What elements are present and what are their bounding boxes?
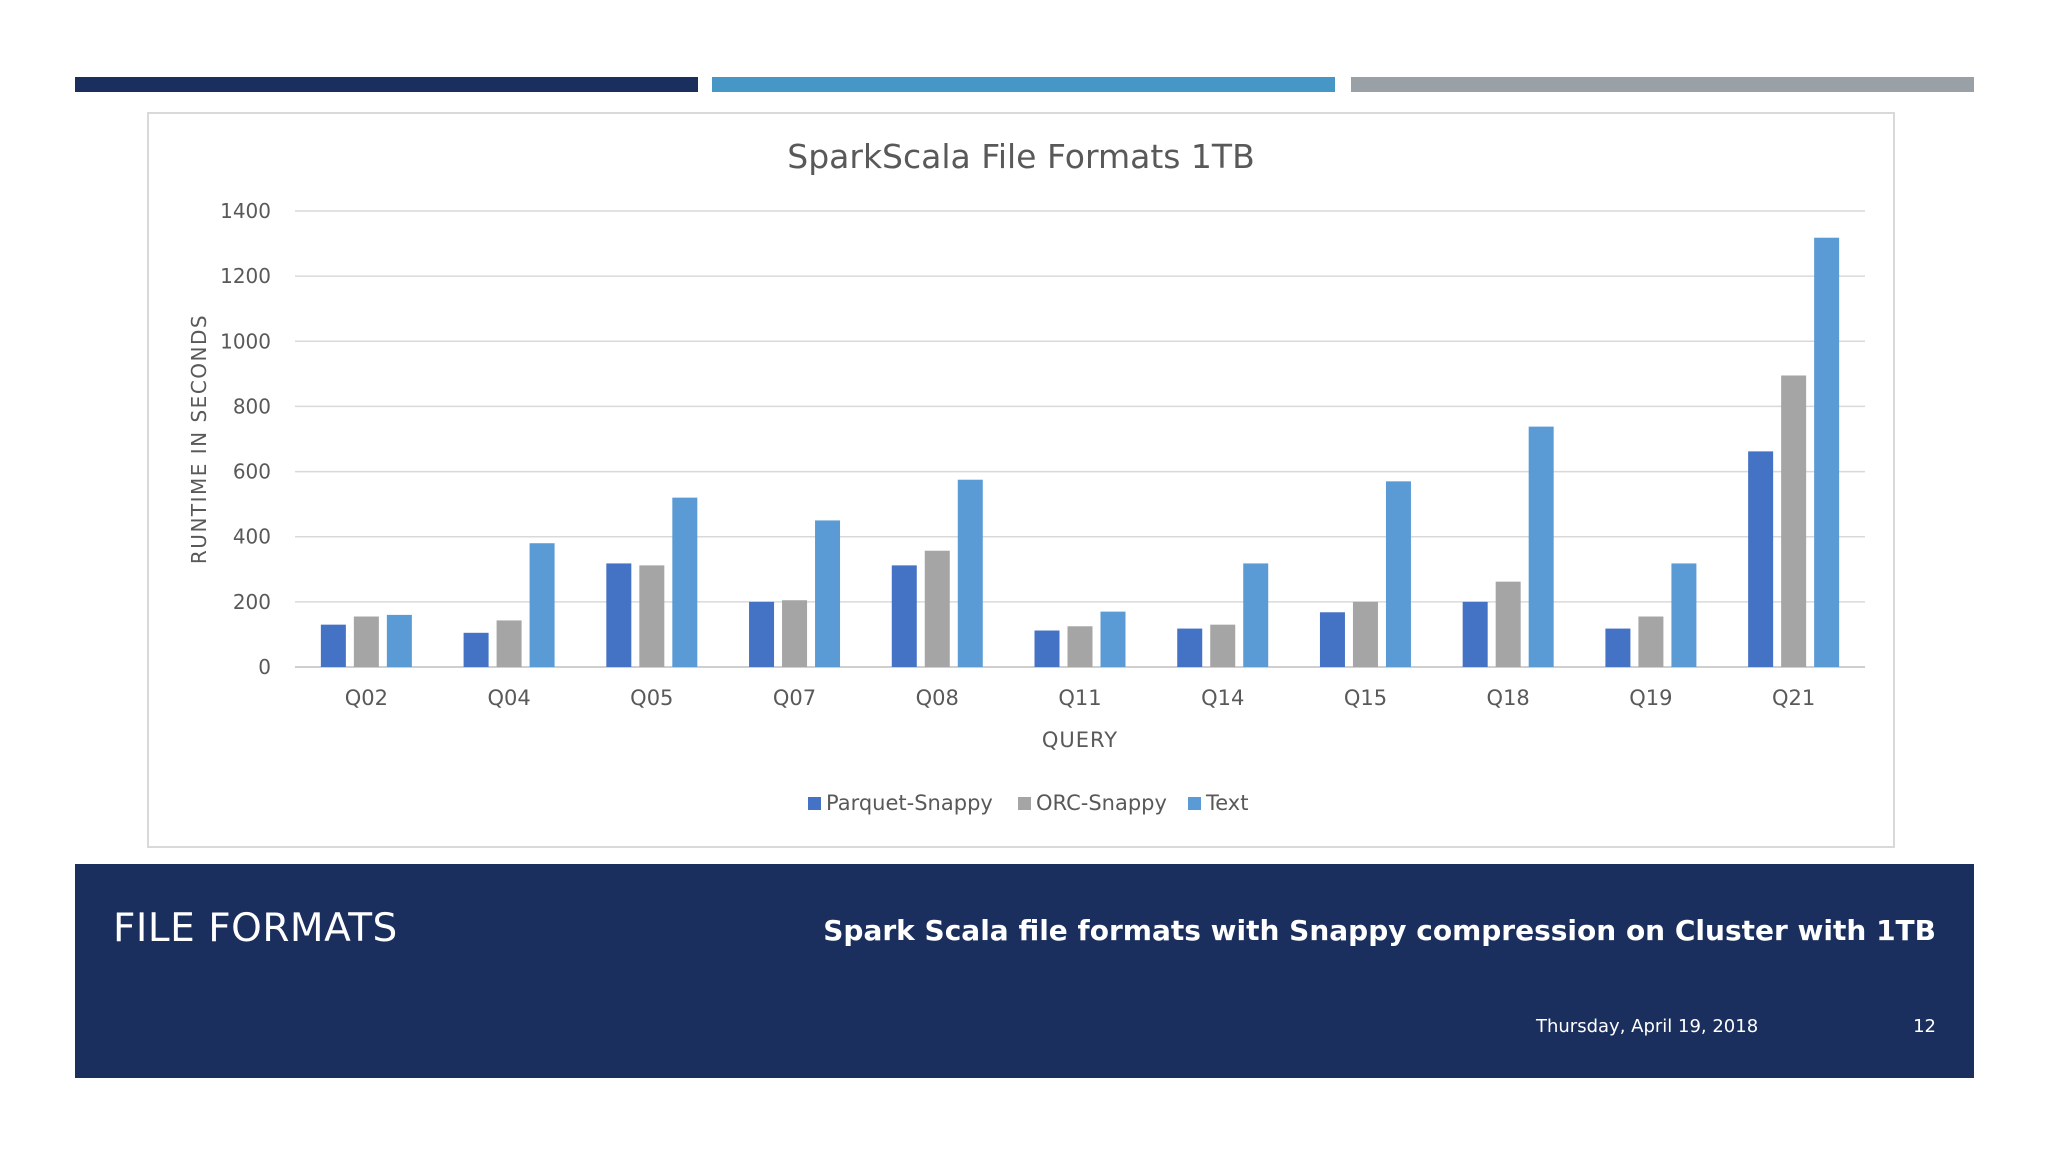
bar-orc-snappy-q04 — [496, 620, 522, 667]
bar-parquet-snappy-q19 — [1605, 628, 1631, 667]
bar-orc-snappy-q08 — [924, 550, 950, 667]
bar-text-q15 — [1385, 481, 1411, 667]
bar-parquet-snappy-q15 — [1319, 612, 1345, 667]
bar-orc-snappy-q14 — [1210, 624, 1236, 667]
bar-text-q07 — [815, 520, 841, 667]
page-number: 12 — [1913, 1016, 1936, 1037]
chart-frame — [147, 112, 1895, 848]
bar-text-q08 — [957, 479, 983, 667]
slide-date: Thursday, April 19, 2018 — [1536, 1016, 1759, 1037]
slide-title: FILE FORMATS — [113, 906, 398, 951]
bar-parquet-snappy-q05 — [606, 563, 632, 667]
bar-orc-snappy-q07 — [782, 600, 808, 667]
bar-orc-snappy-q18 — [1495, 581, 1521, 667]
y-tick-label: 1400 — [220, 199, 271, 223]
bar-orc-snappy-q19 — [1638, 616, 1664, 667]
x-tick-label: Q08 — [916, 686, 959, 710]
bar-text-q19 — [1671, 563, 1697, 667]
x-tick-label: Q14 — [1201, 686, 1244, 710]
bar-parquet-snappy-q21 — [1748, 451, 1774, 667]
bar-text-q04 — [529, 543, 555, 667]
accent-bar-blue — [712, 77, 1335, 92]
bar-text-q21 — [1814, 237, 1840, 668]
bar-text-q18 — [1528, 426, 1554, 667]
x-tick-label: Q02 — [345, 686, 388, 710]
footer-banner: FILE FORMATS Spark Scala file formats wi… — [75, 864, 1974, 1078]
bar-parquet-snappy-q11 — [1034, 630, 1060, 667]
y-tick-label: 800 — [233, 394, 271, 418]
x-tick-label: Q07 — [773, 686, 816, 710]
x-tick-label: Q11 — [1058, 686, 1101, 710]
bar-parquet-snappy-q02 — [320, 624, 346, 667]
y-axis-label: RUNTIME IN SECONDS — [187, 314, 211, 564]
bar-orc-snappy-q11 — [1067, 626, 1093, 667]
bar-orc-snappy-q21 — [1781, 375, 1807, 667]
bar-parquet-snappy-q08 — [891, 565, 917, 667]
slide-subtitle: Spark Scala file formats with Snappy com… — [823, 914, 1936, 947]
y-tick-label: 0 — [258, 655, 271, 679]
legend-label: ORC-Snappy — [1036, 791, 1167, 815]
x-tick-label: Q05 — [630, 686, 673, 710]
bar-parquet-snappy-q14 — [1177, 628, 1203, 667]
legend-swatch-orc-snappy — [1018, 797, 1031, 810]
bar-text-q14 — [1243, 563, 1269, 667]
x-tick-label: Q15 — [1344, 686, 1387, 710]
y-tick-label: 1200 — [220, 264, 271, 288]
accent-bar-gray — [1351, 77, 1974, 92]
x-axis-label: QUERY — [1042, 728, 1118, 752]
bar-orc-snappy-q05 — [639, 565, 665, 667]
y-tick-label: 200 — [233, 590, 271, 614]
x-tick-label: Q19 — [1629, 686, 1672, 710]
bar-parquet-snappy-q07 — [749, 601, 775, 667]
chart-title: SparkScala File Formats 1TB — [787, 137, 1254, 176]
legend-label: Parquet-Snappy — [826, 791, 993, 815]
y-tick-label: 400 — [233, 525, 271, 549]
legend-swatch-text — [1188, 797, 1201, 810]
bar-parquet-snappy-q18 — [1462, 601, 1488, 667]
y-tick-label: 1000 — [220, 329, 271, 353]
legend-swatch-parquet-snappy — [808, 797, 821, 810]
y-tick-label: 600 — [233, 460, 271, 484]
bar-orc-snappy-q15 — [1352, 601, 1378, 667]
x-tick-label: Q18 — [1487, 686, 1530, 710]
bar-text-q02 — [386, 614, 412, 667]
bar-orc-snappy-q02 — [353, 616, 379, 667]
bar-text-q11 — [1100, 611, 1126, 667]
x-tick-label: Q04 — [487, 686, 530, 710]
accent-bar-dark — [75, 77, 698, 92]
legend-label: Text — [1205, 791, 1248, 815]
bar-text-q05 — [672, 497, 698, 667]
bar-parquet-snappy-q04 — [463, 632, 489, 667]
x-tick-label: Q21 — [1772, 686, 1815, 710]
